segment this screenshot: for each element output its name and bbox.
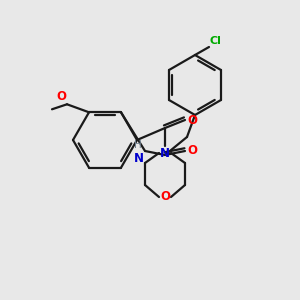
Text: O: O [160, 190, 170, 203]
Text: N: N [160, 147, 170, 160]
Text: Cl: Cl [210, 36, 222, 46]
Text: N: N [134, 152, 144, 165]
Text: O: O [187, 113, 197, 127]
Text: O: O [187, 145, 197, 158]
Text: O: O [56, 90, 66, 103]
Text: H: H [134, 140, 142, 150]
